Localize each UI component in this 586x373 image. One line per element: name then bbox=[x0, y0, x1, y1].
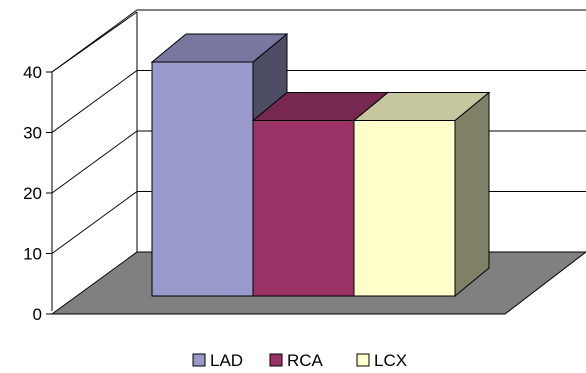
legend-swatch bbox=[356, 353, 370, 367]
legend-item-rca: RCA bbox=[269, 351, 324, 370]
y-tick-label: 0 bbox=[33, 305, 42, 324]
gridline-side bbox=[51, 130, 138, 194]
bar-front-face bbox=[353, 120, 456, 297]
y-tick-label: 30 bbox=[23, 124, 42, 143]
bar-side-face bbox=[454, 91, 490, 298]
legend-swatch bbox=[192, 353, 206, 367]
bar-lcx bbox=[352, 91, 491, 298]
gridline-side bbox=[51, 70, 138, 133]
y-tick-label: 40 bbox=[23, 63, 42, 82]
legend-label: LAD bbox=[210, 351, 243, 370]
legend-label: RCA bbox=[287, 351, 324, 370]
legend: LAD RCA LCX bbox=[192, 351, 407, 370]
bar-front-face bbox=[252, 120, 355, 297]
y-tick-label: 10 bbox=[23, 245, 42, 264]
bar-front-face bbox=[151, 61, 254, 297]
chart-bars bbox=[150, 32, 491, 298]
gridline-side bbox=[51, 191, 138, 254]
legend-item-lad: LAD bbox=[192, 351, 243, 370]
y-tick-label: 20 bbox=[23, 184, 42, 203]
legend-item-lcx: LCX bbox=[356, 351, 407, 370]
gridline-side bbox=[51, 9, 138, 73]
y-axis: 0 10 20 30 40 bbox=[23, 63, 52, 324]
legend-swatch bbox=[269, 353, 283, 367]
legend-label: LCX bbox=[374, 351, 407, 370]
